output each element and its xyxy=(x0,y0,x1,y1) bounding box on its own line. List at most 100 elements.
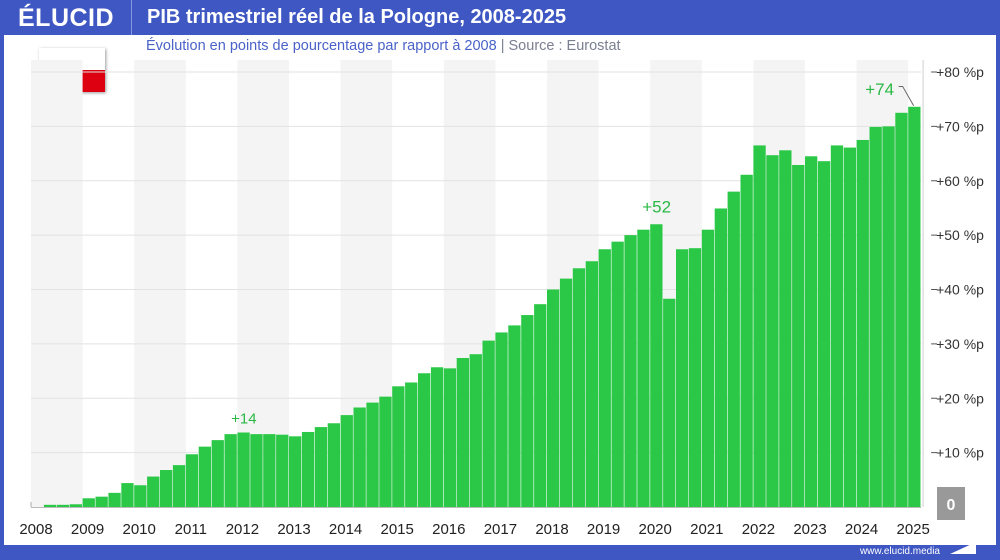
subtitle-separator: | xyxy=(500,38,505,54)
x-tick-label: 2008 xyxy=(19,521,52,538)
bar xyxy=(830,145,844,507)
x-tick-label: 2011 xyxy=(175,521,207,538)
bar xyxy=(250,434,263,507)
bar xyxy=(482,340,495,507)
bar xyxy=(688,248,702,508)
bar xyxy=(856,139,869,507)
bar xyxy=(753,145,766,507)
bar xyxy=(340,415,353,507)
x-tick-label: 2023 xyxy=(793,521,826,538)
bar xyxy=(701,229,715,507)
y-tick-label: +10 %p xyxy=(936,445,984,461)
bar xyxy=(198,446,211,507)
header-bar: ÉLUCID PIB trimestriel réel de la Pologn… xyxy=(0,0,1000,35)
bar xyxy=(418,373,431,507)
elucid-logo: ÉLUCID xyxy=(18,4,115,32)
bar xyxy=(172,465,186,507)
x-tick-label: 2013 xyxy=(277,521,310,538)
y-tick-label: +70 %p xyxy=(936,118,984,134)
x-tick-label: 2010 xyxy=(123,521,156,538)
bar xyxy=(276,434,289,507)
bar xyxy=(224,434,237,507)
bar xyxy=(353,407,366,507)
bar xyxy=(637,229,650,507)
bar xyxy=(714,208,727,507)
bar xyxy=(895,112,908,507)
bar xyxy=(598,249,611,507)
bar xyxy=(56,504,70,507)
y-tick-label-zero: 0 xyxy=(947,497,956,514)
bar xyxy=(82,498,95,507)
bar xyxy=(469,354,482,507)
bar xyxy=(908,106,921,508)
footer-url[interactable]: www.elucid.media xyxy=(859,546,940,557)
x-tick-label: 2017 xyxy=(484,521,517,538)
bar xyxy=(676,249,689,507)
bar xyxy=(650,224,663,507)
bar xyxy=(237,432,250,507)
bar xyxy=(805,156,818,507)
bar xyxy=(121,483,134,507)
x-tick-label: 2018 xyxy=(535,521,568,538)
y-tick-label: +30 %p xyxy=(936,336,984,352)
x-tick-label: 2016 xyxy=(432,521,465,538)
bar xyxy=(405,382,418,507)
x-tick-label: 2024 xyxy=(845,521,878,538)
background-band xyxy=(237,60,289,507)
x-tick-label: 2014 xyxy=(329,521,362,538)
bar xyxy=(134,485,147,507)
bar xyxy=(611,241,624,507)
bar xyxy=(495,332,508,507)
x-tick-label: 2009 xyxy=(71,521,104,538)
bar xyxy=(430,367,444,507)
chart-title: PIB trimestriel réel de la Pologne, 2008… xyxy=(147,6,567,28)
bar xyxy=(547,289,560,507)
bar xyxy=(366,402,379,507)
bar xyxy=(882,126,895,507)
bar xyxy=(585,261,598,507)
bar xyxy=(779,150,792,508)
bar xyxy=(792,164,805,507)
bar xyxy=(185,454,199,507)
x-tick-label: 2022 xyxy=(742,521,775,538)
bar xyxy=(817,161,831,508)
elucid-mark-icon xyxy=(950,542,976,554)
annotation-leader xyxy=(898,85,915,107)
header-divider xyxy=(131,0,132,35)
bar xyxy=(521,315,534,507)
x-tick-label: 2015 xyxy=(381,521,414,538)
y-tick-label: +50 %p xyxy=(936,227,984,243)
bar xyxy=(392,386,405,507)
bar xyxy=(43,504,57,507)
bar xyxy=(663,298,676,507)
background-band xyxy=(31,60,83,507)
annotation-label: +14 xyxy=(231,411,256,428)
bar xyxy=(766,155,779,507)
bar xyxy=(869,126,882,507)
x-tick-label: 2019 xyxy=(587,521,620,538)
y-tick-label: +60 %p xyxy=(936,173,984,189)
background-band xyxy=(134,60,186,507)
bar xyxy=(95,496,108,507)
bar xyxy=(327,423,340,507)
subtitle-text: Évolution en points de pourcentage par r… xyxy=(146,38,497,54)
bar xyxy=(69,504,82,507)
bar xyxy=(301,431,315,507)
bar xyxy=(379,396,392,507)
y-tick-label: +40 %p xyxy=(936,282,984,298)
bar xyxy=(572,268,586,507)
zero-label-box xyxy=(937,487,965,520)
x-tick-label: 2021 xyxy=(690,521,723,538)
bar xyxy=(147,476,160,507)
annotation-label: +52 xyxy=(642,197,671,216)
bar xyxy=(534,304,547,507)
bar xyxy=(289,436,302,507)
bar xyxy=(624,235,637,507)
bar xyxy=(559,278,573,507)
x-tick-label: 2025 xyxy=(897,521,930,538)
bar xyxy=(314,427,328,507)
annotation-label: +74 xyxy=(865,80,894,99)
bar xyxy=(727,191,740,507)
x-tick-label: 2020 xyxy=(639,521,672,538)
